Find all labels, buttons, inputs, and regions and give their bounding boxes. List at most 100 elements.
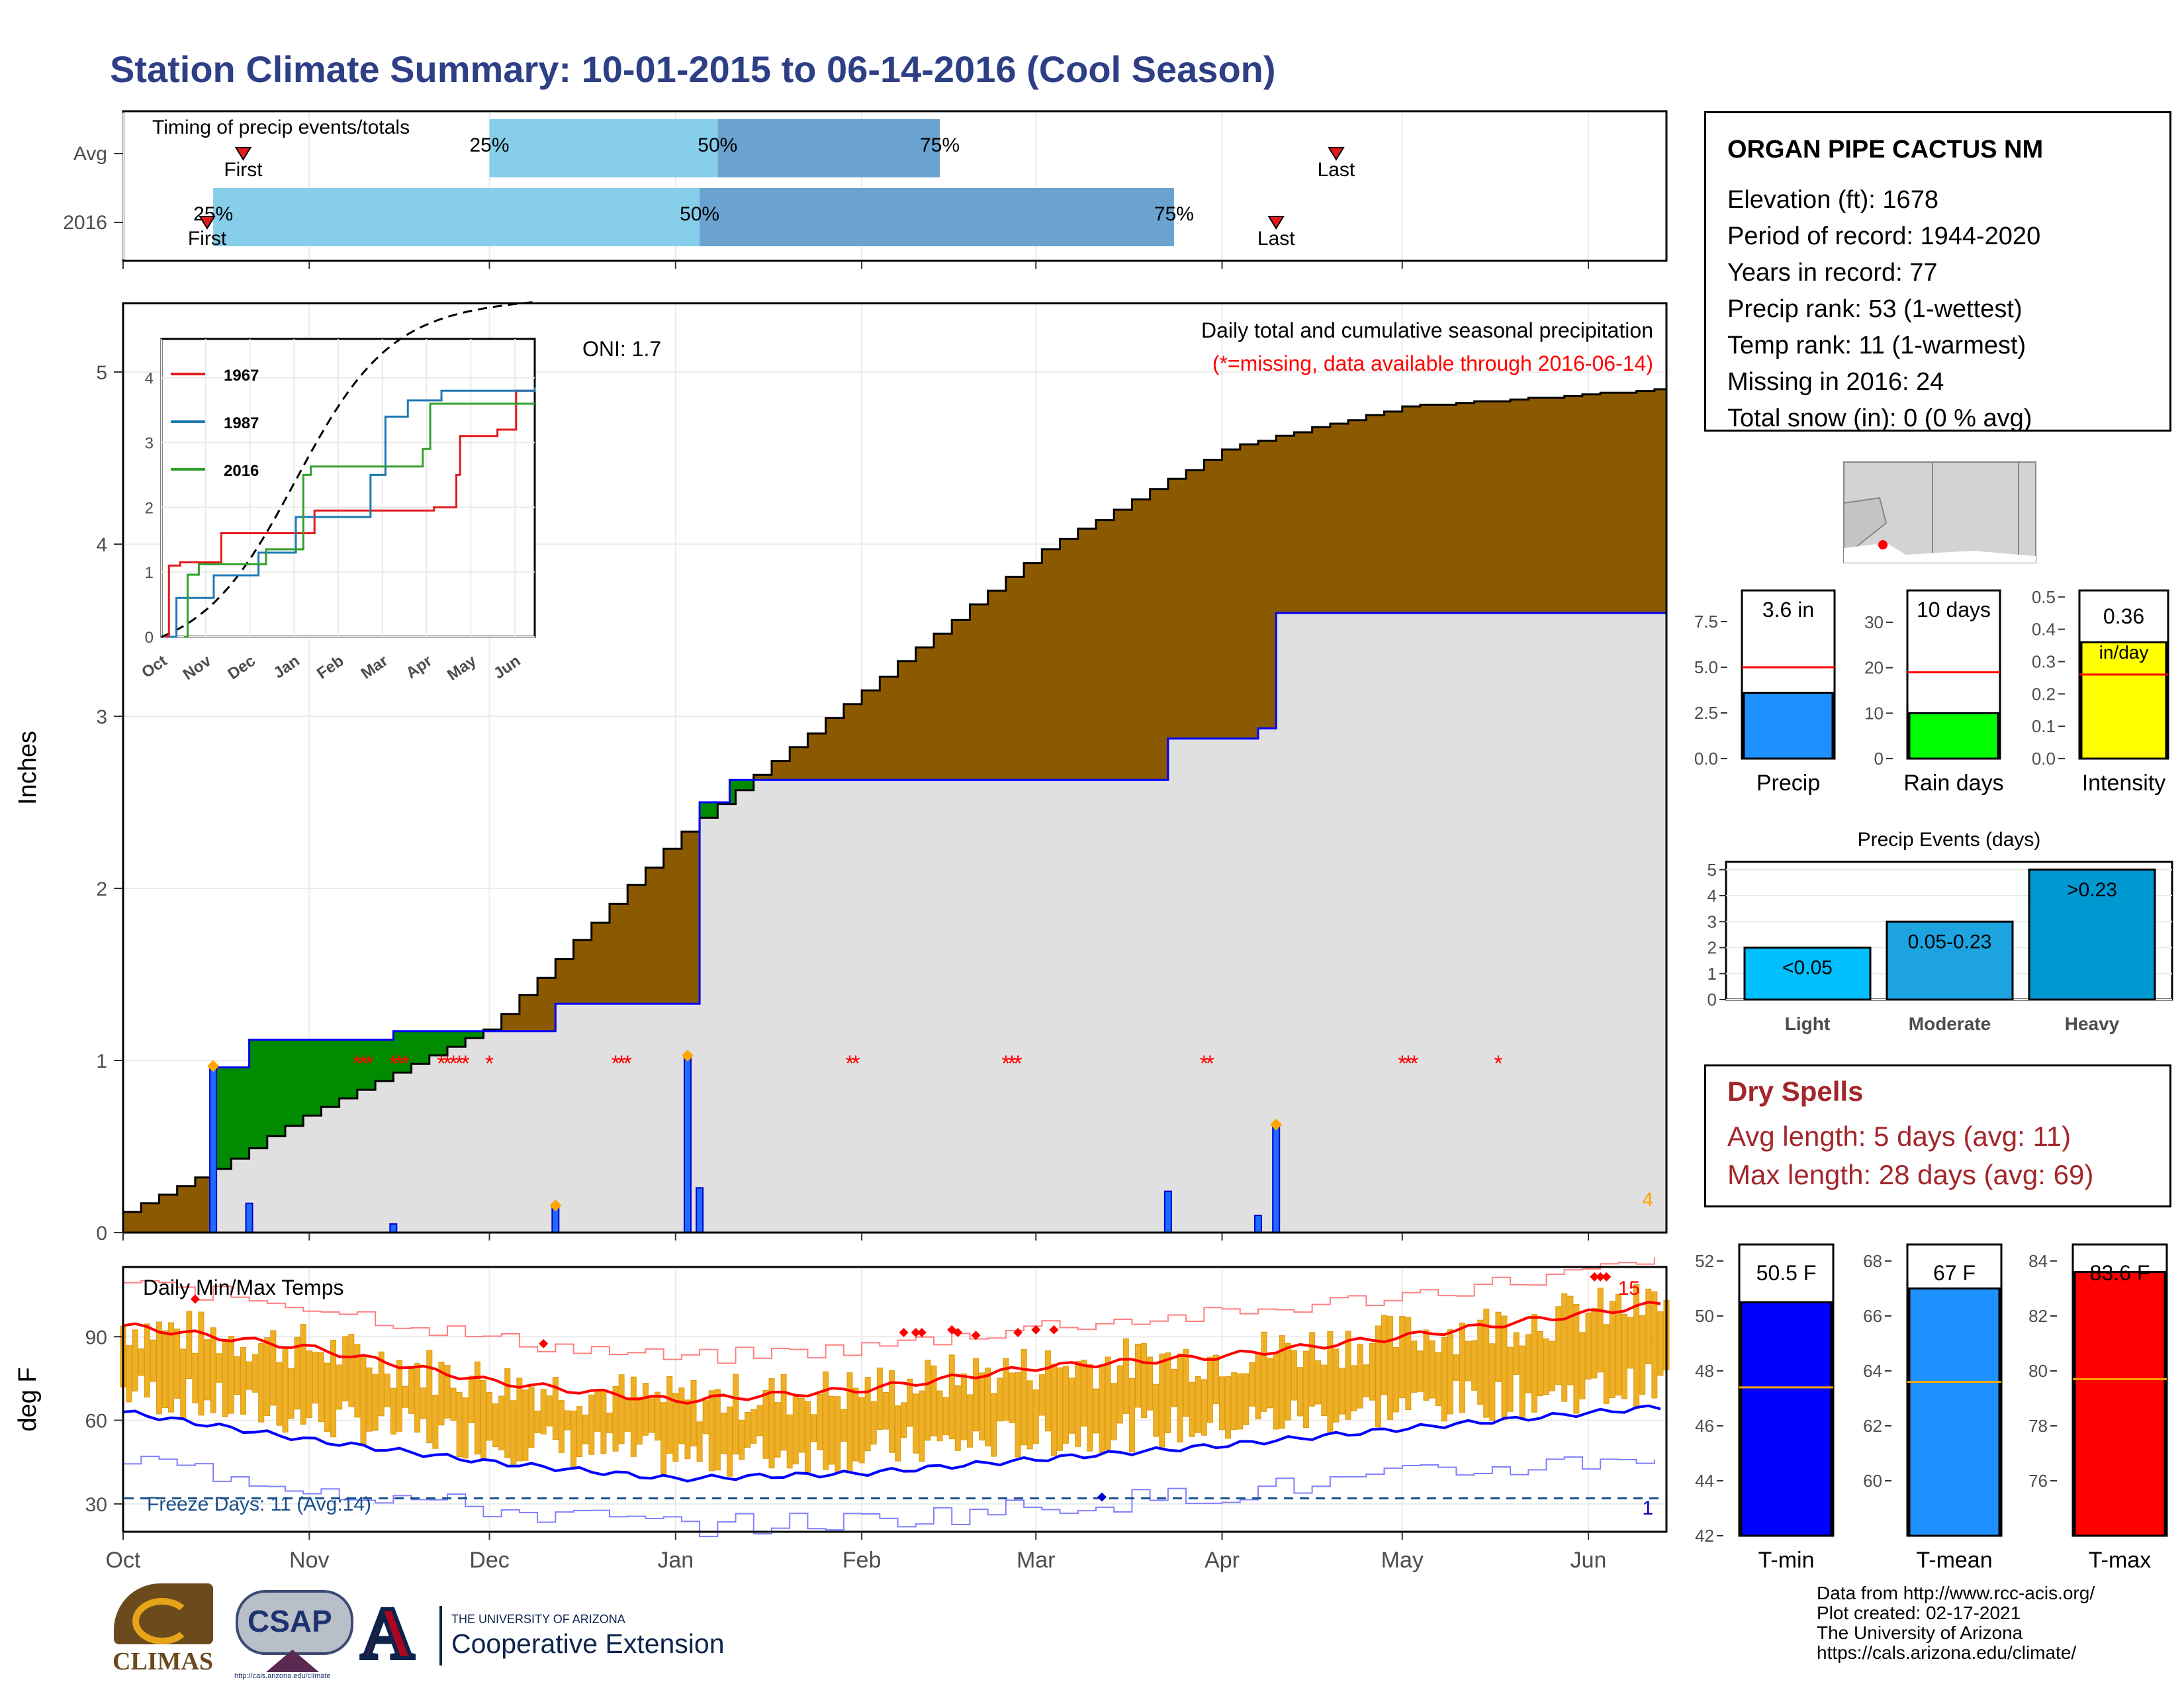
daily-temp-bar — [384, 1374, 390, 1407]
missing-data-marker: * — [455, 1051, 464, 1076]
daily-temp-bar — [210, 1327, 216, 1413]
daily-temp-bar — [858, 1397, 865, 1464]
daily-temp-bar — [985, 1368, 991, 1446]
gauge-tick-label: 2.5 — [1694, 703, 1718, 723]
daily-temp-bar — [1345, 1331, 1351, 1420]
missing-data-marker: * — [365, 1051, 373, 1076]
missing-data-marker: * — [461, 1051, 470, 1076]
gauge-label: T-mean — [1916, 1548, 1992, 1573]
climas-sun-icon — [132, 1598, 192, 1644]
daily-temp-bar — [1003, 1358, 1009, 1421]
daily-temp-bar — [913, 1393, 919, 1454]
daily-temp-bar — [276, 1362, 283, 1426]
daily-temp-bar — [1357, 1343, 1363, 1409]
daily-temp-bar — [997, 1378, 1003, 1422]
daily-temp-bar — [606, 1412, 613, 1433]
daily-temp-bar — [1050, 1364, 1057, 1456]
daily-temp-bar — [486, 1391, 493, 1441]
csap-wordmark: CSAP — [248, 1604, 332, 1638]
record-high-marker — [1596, 1272, 1606, 1282]
daily-temp-bar — [1333, 1348, 1340, 1423]
daily-temp-bar — [672, 1393, 679, 1462]
daily-temp-bar — [1279, 1335, 1285, 1429]
info-precip-rank: Precip rank: 53 (1-wettest) — [1727, 295, 2023, 323]
daily-temp-bar — [1249, 1362, 1255, 1407]
gauge-tick-label: 5.0 — [1694, 657, 1718, 677]
month-axis-label: Jan — [657, 1548, 694, 1573]
daily-temp-bar — [876, 1367, 883, 1430]
daily-temp-bar — [396, 1360, 402, 1432]
first-event-marker — [234, 147, 252, 161]
climas-logo: CLIMAS — [107, 1583, 220, 1676]
timing-bar-late — [717, 119, 940, 177]
daily-temp-bar — [204, 1339, 210, 1401]
record-high-marker — [911, 1328, 921, 1338]
daily-temp-bar — [852, 1387, 859, 1462]
temp-panel-frame — [122, 1266, 1668, 1533]
gauge-unit: in/day — [2099, 642, 2149, 663]
temp-ytick-label: 60 — [85, 1411, 107, 1432]
record-high-marker — [971, 1331, 981, 1340]
daily-temp-bar — [570, 1411, 577, 1468]
gauge-tick-label: 7.5 — [1694, 612, 1718, 632]
daily-temp-bar — [751, 1409, 757, 1444]
daily-temp-bar — [907, 1378, 913, 1427]
missing-data-marker: * — [485, 1051, 494, 1076]
daily-temp-bar — [1387, 1316, 1394, 1420]
first-event-marker — [199, 216, 216, 230]
credit-line: The University of Arizona — [1817, 1622, 2023, 1643]
daily-temp-bar — [1351, 1365, 1357, 1411]
missing-data-marker: * — [1206, 1051, 1214, 1076]
missing-data-marker: * — [359, 1051, 367, 1076]
gauge-value: 3.6 in — [1762, 598, 1814, 622]
daily-temp-bar — [925, 1360, 931, 1441]
missing-data-marker: * — [617, 1051, 626, 1076]
daily-temp-bar — [846, 1372, 853, 1473]
daily-temp-bar — [378, 1351, 385, 1417]
daily-temp-bar — [733, 1374, 739, 1455]
daily-temp-bar — [1093, 1388, 1099, 1434]
temp-ylabel: deg F — [14, 1367, 42, 1431]
gauge-value: 0.36 — [2103, 604, 2144, 628]
daily-temp-bar — [1597, 1288, 1604, 1373]
daily-temp-bar — [498, 1395, 505, 1450]
daily-temp-bar — [1507, 1346, 1514, 1412]
daily-temp-bar — [1116, 1365, 1123, 1424]
daily-temp-bar — [552, 1377, 559, 1440]
daily-temp-bar — [1501, 1315, 1508, 1421]
daily-temp-bar — [1069, 1378, 1075, 1434]
daily-temp-bar — [408, 1368, 415, 1414]
daily-temp-bar — [510, 1400, 517, 1465]
daily-temp-bar — [1405, 1317, 1412, 1411]
daily-temp-bar — [762, 1389, 769, 1459]
daily-temp-bar — [1177, 1353, 1183, 1443]
daily-temp-bar — [768, 1378, 775, 1469]
gauge-bar — [1908, 1287, 2001, 1537]
info-elevation: Elevation (ft): 1678 — [1727, 186, 1938, 214]
daily-temp-bar — [1555, 1306, 1562, 1385]
gauge-bar — [2073, 1271, 2166, 1537]
daily-temp-bar — [901, 1402, 907, 1438]
top-event-marker — [549, 1199, 562, 1211]
daily-temp-bar — [966, 1394, 973, 1448]
daily-temp-bar — [739, 1419, 745, 1460]
record-high-marker — [539, 1338, 549, 1348]
gauge-tick-label: 0.0 — [2032, 749, 2056, 769]
missing-data-marker: * — [1404, 1051, 1412, 1076]
daily-temp-bar — [612, 1385, 619, 1452]
missing-data-marker: * — [389, 1051, 398, 1076]
daily-temp-bar — [1063, 1366, 1069, 1444]
daily-temp-bar — [1459, 1322, 1465, 1413]
daily-temp-bar — [649, 1395, 655, 1433]
daily-temp-bar — [1032, 1389, 1039, 1444]
daily-precip-bar — [389, 1223, 398, 1233]
timing-pct-label: 50% — [680, 203, 719, 225]
events-tick-label: 3 — [1707, 912, 1717, 931]
daily-temp-bar — [811, 1414, 817, 1442]
timing-bar-late — [700, 188, 1174, 246]
daily-temp-bar — [402, 1385, 408, 1408]
missing-data-marker: * — [845, 1051, 854, 1076]
daily-temp-bar — [972, 1358, 979, 1432]
csap-logo: CSAP http://cals.arizona.edu/climate — [233, 1583, 353, 1681]
avg-cumulative-line — [123, 388, 1666, 1213]
